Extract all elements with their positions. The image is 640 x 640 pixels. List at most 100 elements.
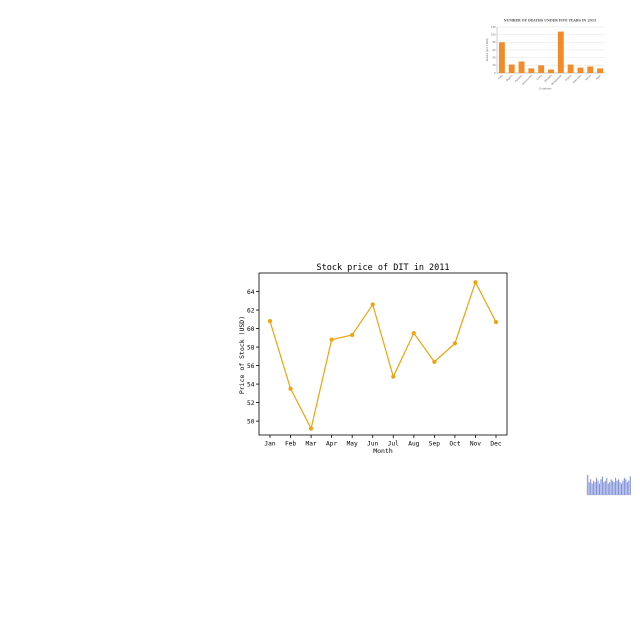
bar [628,480,630,495]
bar [587,66,594,73]
y-tick-label: 56 [247,363,255,370]
y-tick-label: 120 [491,26,496,29]
data-point [370,302,375,307]
bar [594,482,596,495]
plot-frame [258,272,508,436]
bar [607,483,609,495]
bar [613,482,615,495]
data-point [329,337,334,342]
y-tick-label: 64 [247,289,255,296]
data-point [308,426,314,431]
x-tick-label: Indonesia [572,74,582,84]
bar [587,475,589,495]
data-point [432,359,437,364]
x-tick-label: China [536,74,543,81]
x-tick-label: Kenya [585,74,593,82]
data-point [391,374,396,379]
x-tick-label: Nov [470,441,481,448]
x-tick-label: Jan [264,441,275,448]
y-tick-label: 40 [492,57,496,60]
daily-bar-chart-thumbnail [581,472,633,500]
bar [557,31,564,74]
x-tick-label: Apr [326,441,337,448]
x-tick-label: Pakistan [514,74,523,83]
bar [603,482,605,495]
x-tick-label: India [498,74,505,81]
data-point [493,319,499,325]
x-tick-label: Oct [449,441,460,448]
x-tick-label: Nigeria [506,74,514,82]
bar [591,483,593,495]
deaths-bar-chart-thumbnail: NUMBER OF DEATHS UNDER FIVE YEARS IN 201… [483,14,609,96]
bar [577,67,584,73]
bar [610,479,612,495]
bar [518,61,525,73]
data-point [473,280,478,285]
bar [606,477,608,495]
bar [609,482,611,495]
y-tick-label: 52 [247,400,255,407]
bar [620,483,622,495]
x-tick-label: May [347,441,358,448]
bar [626,482,628,495]
chart-title: Stock price of DIT in 2011 [316,263,449,273]
bar [622,480,624,495]
x-tick-label: Jun [367,441,378,448]
data-point [288,386,293,391]
x-tick-label: Aug [408,441,419,448]
x-axis-label: Month [373,447,393,455]
series-line [269,280,497,431]
y-tick-label: 50 [247,418,255,425]
x-tick-label: Mar [305,441,316,448]
x-tick-label: Sep [429,441,440,448]
data-point [411,331,416,336]
chart-title: NUMBER OF DEATHS UNDER FIVE YEARS IN 201… [504,19,597,23]
y-tick-label: 60 [247,326,255,333]
bar [590,479,592,495]
y-tick-label: 100 [491,34,496,37]
x-tick-label: Feb [285,441,296,448]
bar [623,477,625,495]
bar [528,68,535,73]
bar [588,482,590,495]
x-tick-label: Jul [388,441,399,448]
y-tick-label: 54 [247,381,255,388]
deaths-bar-chart: NUMBER OF DEATHS UNDER FIVE YEARS IN 201… [486,19,605,91]
bar [498,42,505,73]
y-tick-label: 58 [247,344,255,351]
bar [593,480,595,495]
bar [597,480,599,495]
bar [625,479,627,495]
bar [548,69,554,73]
bar [629,476,631,495]
data-point [350,332,355,338]
x-tick-label: Ethiopia [544,74,553,83]
bar [601,476,603,495]
y-tick-label: 62 [247,307,255,314]
bar [600,479,602,495]
x-axis-label: Countries [539,87,553,91]
x-tick-label: Niger [595,74,602,81]
daily-bar-chart [586,475,631,496]
bar [508,64,515,73]
bar [598,483,600,495]
bar [615,477,617,495]
bar [612,480,614,495]
bar [597,68,604,73]
bar [616,480,618,495]
x-tick-label: Dec [490,441,501,448]
data-point [267,319,273,324]
bar [604,480,606,495]
y-tick-label: 80 [492,41,496,44]
y-tick-label: 0 [494,72,496,75]
data-point [452,341,458,346]
bar [619,482,621,495]
bar [618,479,620,495]
bar [596,477,598,495]
bar [538,65,545,73]
bar [567,64,574,73]
y-axis-label: Price of Stock (USD) [238,316,246,394]
y-tick-label: 60 [492,49,496,52]
